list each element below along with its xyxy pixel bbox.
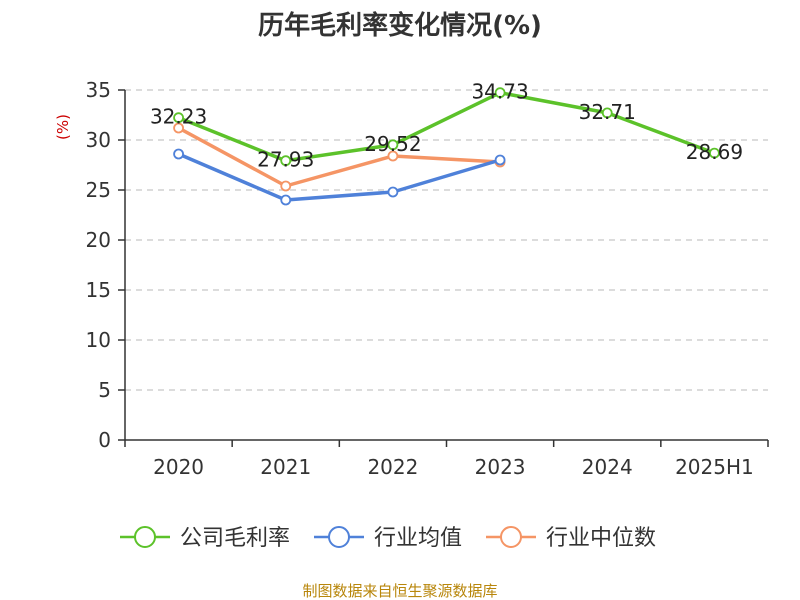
chart-title: 历年毛利率变化情况(%) — [258, 10, 542, 41]
legend-label: 行业中位数 — [546, 526, 656, 551]
data-label: 34.73 — [471, 80, 528, 104]
y-tick-label: 15 — [86, 278, 111, 302]
legend-marker — [134, 526, 156, 548]
data-point — [280, 180, 292, 192]
x-tick-label: 2022 — [367, 455, 418, 479]
data-point — [709, 147, 720, 159]
series — [173, 87, 720, 206]
series-line — [177, 90, 716, 163]
data-label: 32.23 — [150, 105, 207, 129]
data-point — [387, 150, 399, 162]
x-tick-label: 2021 — [260, 455, 311, 479]
data-label: 27.93 — [257, 148, 314, 172]
series-line — [177, 126, 501, 188]
data-point — [387, 186, 399, 198]
y-tick-label: 10 — [86, 328, 111, 352]
x-tick-label: 2025H1 — [675, 455, 754, 479]
series-line — [177, 152, 501, 202]
data-label: 28.69 — [686, 140, 743, 164]
data-labels: 32.23 27.93 29.52 34.73 32.71 28.69 — [150, 80, 743, 172]
grid — [125, 89, 768, 391]
x-tick-label: 2024 — [582, 455, 633, 479]
data-label: 32.71 — [579, 100, 636, 124]
data-point — [601, 107, 613, 119]
legend-item: 行业中位数 — [486, 526, 656, 551]
legend-marker — [328, 526, 350, 548]
y-tick-label: 30 — [86, 128, 111, 152]
data-label: 29.52 — [364, 132, 421, 156]
x-tick-label: 2023 — [475, 455, 526, 479]
legend-item: 公司毛利率 — [120, 526, 290, 551]
data-point — [494, 154, 506, 166]
legend: 公司毛利率 行业均值 行业中位数 — [120, 526, 656, 551]
legend-label: 行业均值 — [374, 526, 462, 551]
data-point — [280, 194, 292, 206]
source-note: 制图数据来自恒生聚源数据库 — [302, 582, 497, 600]
data-point — [494, 87, 506, 99]
y-tick-label: 35 — [86, 78, 111, 102]
data-point — [173, 148, 184, 160]
y-tick-label: 25 — [86, 178, 111, 202]
data-point — [173, 122, 184, 134]
axes: 0 5 10 15 20 25 30 35 2020 2021 2022 2023 2024 2025H1 — [86, 78, 769, 479]
legend-label: 公司毛利率 — [180, 526, 290, 551]
y-axis-label: (%) — [54, 114, 72, 140]
data-point — [387, 139, 399, 151]
y-tick-label: 0 — [98, 428, 111, 452]
y-tick-label: 20 — [86, 228, 111, 252]
data-point — [173, 112, 184, 124]
x-tick-label: 2020 — [153, 455, 204, 479]
legend-marker — [500, 526, 522, 548]
data-point — [280, 155, 292, 167]
legend-item: 行业均值 — [314, 526, 462, 551]
y-tick-label: 5 — [98, 378, 111, 402]
